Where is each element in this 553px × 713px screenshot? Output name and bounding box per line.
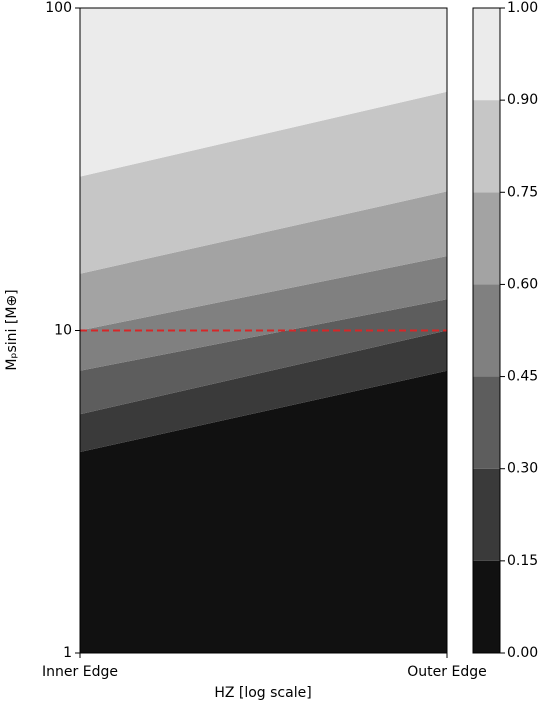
colorbar-band	[473, 376, 500, 469]
contour-band	[80, 330, 447, 453]
contour-band	[80, 191, 447, 331]
colorbar-band	[473, 560, 500, 653]
colorbar-tick-label: 0.75	[507, 184, 538, 200]
colorbar-tick-label: 0.15	[507, 553, 538, 569]
colorbar-tick-label: 0.00	[507, 645, 538, 661]
contour-band	[80, 299, 447, 415]
colorbar-tick-label: 0.30	[507, 461, 538, 477]
colorbar-band	[473, 100, 500, 193]
contour-band	[80, 8, 447, 177]
colorbar-tick-label: 0.45	[507, 369, 538, 385]
colorbar-tick-label: 1.00	[507, 0, 538, 16]
colorbar-band	[473, 284, 500, 377]
y-tick-label: 100	[45, 0, 72, 16]
colorbar-band	[473, 468, 500, 561]
contour-band	[80, 370, 447, 653]
y-tick-label: 10	[54, 323, 72, 339]
contour-band	[80, 91, 447, 274]
x-tick-label: Inner Edge	[42, 664, 118, 680]
y-tick-label: 1	[63, 645, 72, 661]
colorbar-tick-label: 0.90	[507, 92, 538, 108]
y-axis-label: Mₚsini [M⊕]	[4, 289, 20, 370]
x-axis-label: HZ [log scale]	[214, 685, 311, 701]
x-tick-label: Outer Edge	[407, 664, 486, 680]
colorbar-frame	[472, 7, 501, 654]
colorbar-band	[473, 8, 500, 101]
contour-band	[80, 256, 447, 371]
colorbar-tick-label: 0.60	[507, 276, 538, 292]
colorbar-band	[473, 192, 500, 285]
